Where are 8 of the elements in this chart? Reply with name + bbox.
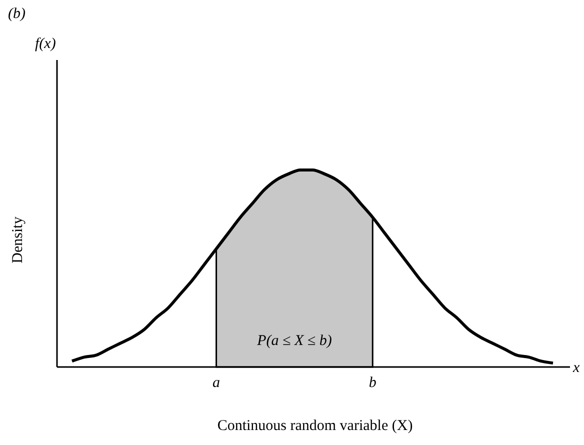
text: x [572,360,580,376]
chart-title: (b) [8,6,26,22]
x-tick-label: a [212,375,220,391]
y-axis-title: Density [10,216,26,264]
annotation: P(a ≤ X ≤ b) [256,333,332,349]
text: f(x) [35,36,56,52]
x-axis-title: Continuous random variable (X) [217,418,413,434]
x-tick-label: b [368,375,377,391]
